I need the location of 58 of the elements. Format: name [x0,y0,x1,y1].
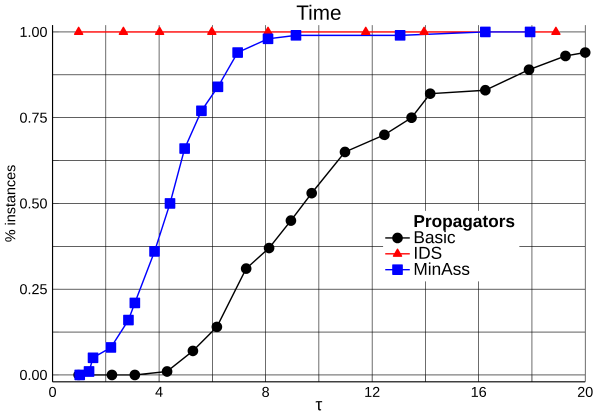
text: 0.00 [20,370,47,380]
point [212,321,222,332]
point [361,26,370,35]
point [424,88,436,99]
point [74,26,84,35]
point [264,242,274,254]
y-tick-label: 1.00 [20,26,47,37]
point [179,143,190,154]
point [106,369,118,380]
point [394,30,406,41]
point [524,64,534,75]
point [130,297,140,308]
point [580,47,591,58]
point [164,198,176,209]
point [84,366,94,377]
point [162,366,172,377]
point [149,246,160,257]
x-tick-label: 12 [365,386,380,397]
point [306,188,318,198]
point [207,26,217,35]
point [551,26,561,35]
point [106,342,116,353]
x-tick-label: 4 [155,386,163,397]
point [212,81,224,92]
point [262,33,274,44]
point [286,215,296,226]
x-tick-label: 8 [262,386,269,397]
y-tick-label: 0.25 [20,284,47,294]
x-tick-label: 0 [49,386,56,397]
point [130,369,140,380]
point [406,112,417,123]
point [118,26,128,35]
point [524,26,536,38]
y-axis-title: % instances [4,165,16,242]
point [88,352,98,363]
x-tick-label: 20 [578,386,593,397]
point [419,26,429,35]
x-tick-label: 16 [472,386,486,397]
point [379,129,390,140]
y-tick-label: 0.50 [20,198,47,208]
y-tick-label: 0.75 [20,112,47,123]
point [560,50,571,62]
legend-title: Propagators [414,215,514,231]
point [154,26,164,35]
legend-label: Basic [414,230,456,244]
legend-label: IDS [414,246,442,259]
point [232,47,243,58]
point [480,26,491,38]
x-axis-title: τ [316,401,322,410]
chart-title: Time [296,4,341,20]
point [188,345,198,356]
point [290,30,302,41]
point [240,263,252,274]
legend-label: MinAss [414,262,470,275]
point [196,105,207,116]
point [340,146,350,158]
point [480,84,491,96]
point [123,314,134,326]
